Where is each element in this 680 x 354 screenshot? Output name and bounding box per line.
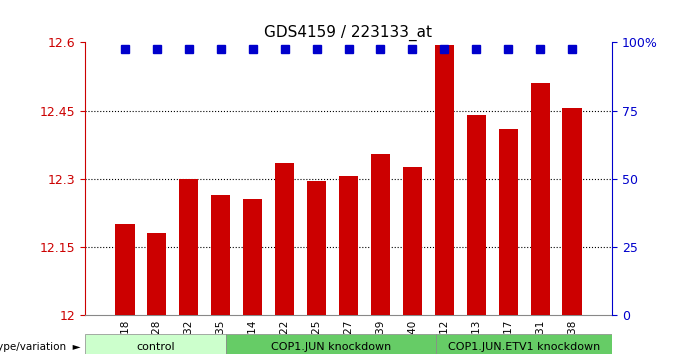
Text: COP1.JUN knockdown: COP1.JUN knockdown <box>271 342 391 352</box>
Bar <box>243 199 262 315</box>
Bar <box>530 83 549 315</box>
Text: genotype/variation  ►: genotype/variation ► <box>0 342 81 352</box>
Bar <box>148 233 167 315</box>
Bar <box>275 163 294 315</box>
FancyBboxPatch shape <box>226 334 437 354</box>
Bar <box>403 167 422 315</box>
FancyBboxPatch shape <box>437 334 612 354</box>
Bar <box>339 177 358 315</box>
Bar <box>435 45 454 315</box>
Text: COP1.JUN.ETV1 knockdown: COP1.JUN.ETV1 knockdown <box>448 342 600 352</box>
Title: GDS4159 / 223133_at: GDS4159 / 223133_at <box>265 25 432 41</box>
Bar <box>498 129 517 315</box>
Bar <box>211 195 231 315</box>
Bar <box>116 224 135 315</box>
Bar <box>307 181 326 315</box>
Bar <box>180 179 199 315</box>
Text: control: control <box>136 342 175 352</box>
Bar <box>562 108 581 315</box>
Bar <box>371 154 390 315</box>
FancyBboxPatch shape <box>85 334 226 354</box>
Bar <box>466 115 486 315</box>
